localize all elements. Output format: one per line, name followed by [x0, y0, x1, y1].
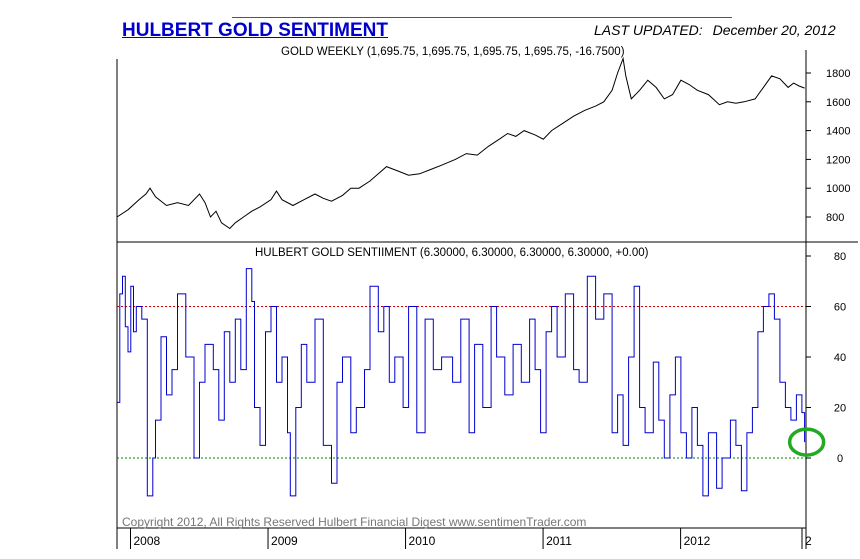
last-updated-date: December 20, 2012: [712, 22, 836, 38]
sentiment-panel-title: HULBERT GOLD SENTIIMENT (6.30000, 6.3000…: [255, 247, 649, 259]
latest-value-circle: [787, 427, 826, 457]
x-tick-label: 2012: [684, 534, 711, 548]
price-y-tick-label: 1400: [826, 126, 850, 138]
x-tick-label: 2011: [546, 534, 572, 548]
price-panel-title: GOLD WEEKLY (1,695.75, 1,695.75, 1,695.7…: [281, 46, 625, 58]
price-y-tick-label: 1800: [826, 68, 850, 80]
copyright-notice: Copyright 2012, All Rights Reserved Hulb…: [122, 515, 587, 529]
sentiment-y-tick-label: 60: [834, 302, 846, 314]
x-tick-label: 2008: [134, 534, 161, 548]
sentiment-y-tick-label: 20: [834, 403, 846, 415]
header-rule: [232, 17, 732, 18]
gold-price-line: [116, 56, 805, 230]
price-y-tick-label: 1200: [826, 154, 850, 166]
sentiment-y-tick-label: 40: [834, 352, 846, 364]
x-tick-label: 2010: [409, 534, 436, 548]
sentiment-y-tick-label: 80: [834, 251, 846, 263]
x-tick-label: 2009: [271, 534, 298, 548]
x-tick-label: 2: [805, 534, 812, 548]
price-y-tick-label: 800: [826, 212, 844, 224]
price-y-tick-label: 1600: [826, 97, 850, 109]
page-title[interactable]: HULBERT GOLD SENTIMENT: [122, 20, 388, 41]
sentiment-y-tick-label: 0: [837, 453, 843, 465]
sentiment-line: [117, 268, 806, 497]
last-updated-label: LAST UPDATED:: [594, 22, 703, 38]
last-updated: LAST UPDATED: December 20, 2012: [594, 22, 836, 38]
price-y-tick-label: 1000: [826, 183, 850, 195]
